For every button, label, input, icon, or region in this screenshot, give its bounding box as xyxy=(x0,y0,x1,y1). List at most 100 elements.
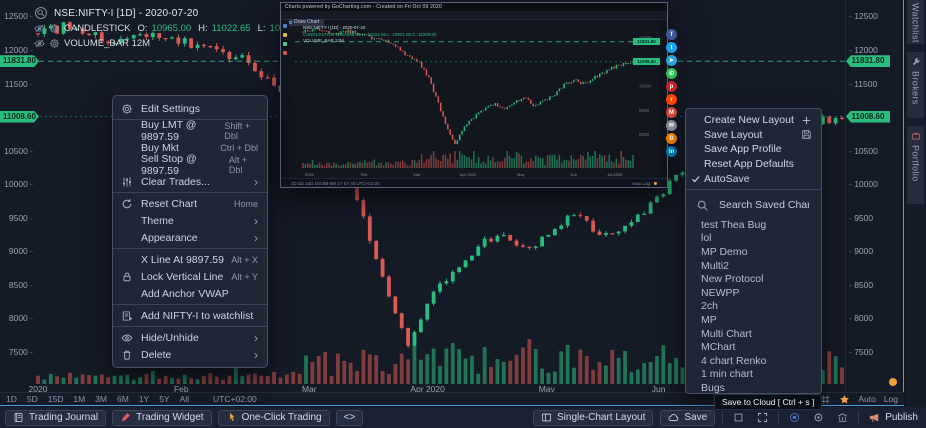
share-facebook-icon[interactable]: f xyxy=(666,29,677,40)
share-gmail-icon[interactable]: M xyxy=(666,107,677,118)
timeframe-1y[interactable]: 1Y xyxy=(138,394,150,404)
saved-chart-item[interactable]: 1 min chart xyxy=(701,368,753,381)
context-menu-item-appearance[interactable]: Appearance › xyxy=(113,229,267,246)
context-menu-item-edit-settings[interactable]: Edit Settings xyxy=(113,100,267,117)
side-tab-watchlist[interactable]: Watchlist xyxy=(907,0,924,44)
context-menu-item-buy-mkt[interactable]: Buy Mkt Ctrl + Dbl xyxy=(113,139,267,156)
trading-journal-button[interactable]: Trading Journal xyxy=(5,409,107,426)
blank-icon xyxy=(121,232,135,244)
publish-button[interactable]: Publish xyxy=(866,410,921,426)
context-menu-item-add-to-watchlist[interactable]: Add NIFTY-I to watchlist xyxy=(113,307,267,324)
open-label: O: xyxy=(137,23,148,34)
context-menu-item-x-line[interactable]: X Line At 9897.59 Alt + X xyxy=(113,251,267,268)
share-pinterest-icon[interactable]: p xyxy=(666,81,677,92)
context-menu-item-buy-lmt[interactable]: Buy LMT @ 9897.59 Shift + Dbl xyxy=(113,119,267,143)
tool-dot-icon xyxy=(283,24,287,28)
side-tab-label: Portfolio xyxy=(910,145,921,182)
svg-text:10000: 10000 xyxy=(639,84,652,89)
check-icon xyxy=(691,174,703,184)
saved-chart-item[interactable]: test Thea Bug xyxy=(701,218,767,231)
reset-icon xyxy=(121,198,135,210)
saved-chart-item[interactable]: MP Demo xyxy=(701,245,748,258)
context-menu-item-reset-chart[interactable]: Reset Chart Home xyxy=(113,195,267,212)
fullscreen-button[interactable] xyxy=(754,410,771,426)
share-linkedin-icon[interactable]: in xyxy=(666,146,677,157)
share-telegram-icon[interactable]: ➤ xyxy=(666,55,677,66)
saved-chart-item[interactable]: MP xyxy=(701,313,717,326)
frame-button[interactable] xyxy=(730,410,747,426)
saved-chart-item[interactable]: lol xyxy=(701,232,712,245)
saved-chart-item[interactable]: New Protocol xyxy=(701,273,764,286)
side-tab-portfolio[interactable]: Portfolio xyxy=(907,126,924,204)
saved-chart-item[interactable]: 4 chart Renko xyxy=(701,354,767,367)
side-tab-brokers[interactable]: Brokers xyxy=(907,52,924,118)
layout-menu-item-create-new-layout[interactable]: Create New Layout xyxy=(686,113,821,128)
saved-chart-item[interactable]: NEWPP xyxy=(701,286,740,299)
layout-menu-item-save-layout[interactable]: Save Layout xyxy=(686,128,821,143)
megaphone-icon xyxy=(869,412,880,423)
favorite-star-icon[interactable] xyxy=(839,394,850,405)
timeframe-5d[interactable]: 5D xyxy=(26,394,38,404)
scroll-to-recent-button[interactable] xyxy=(889,378,897,386)
scale-auto-button[interactable]: Auto xyxy=(858,394,876,404)
blank-icon xyxy=(691,159,703,169)
code-button[interactable]: <> xyxy=(335,409,364,426)
context-menu-item-add-anchor-vwap[interactable]: Add Anchor VWAP xyxy=(113,285,267,302)
button-label: One-Click Trading xyxy=(241,412,322,423)
layout-menu-item-save-app-profile[interactable]: Save App Profile xyxy=(686,142,821,157)
trading-widget-button[interactable]: Trading Widget xyxy=(112,409,212,426)
menu-divider xyxy=(113,119,267,120)
current-price-tag: 11008.60 xyxy=(0,111,39,123)
saved-charts-search-input[interactable] xyxy=(717,198,811,213)
volume-settings-gear-icon[interactable] xyxy=(49,38,60,49)
timeframe-15d[interactable]: 15D xyxy=(47,394,64,404)
snapshot-title: Charts powered by GoCharting.com - Creat… xyxy=(281,3,667,11)
share-email-icon[interactable]: ✉ xyxy=(666,120,677,131)
single-chart-layout-button[interactable]: Single-Chart Layout xyxy=(533,409,654,426)
timeframe-1d[interactable]: 1D xyxy=(6,394,17,404)
camera-button[interactable] xyxy=(786,410,803,426)
menu-item-label: Add Anchor VWAP xyxy=(141,287,229,300)
scale-log-button[interactable]: Log xyxy=(883,394,898,404)
snapshot-date-label: Feb xyxy=(360,172,368,177)
price-tick-label: 12500 xyxy=(849,11,893,21)
series-settings-gear-icon[interactable] xyxy=(49,23,60,34)
bank-button[interactable] xyxy=(834,410,851,426)
button-label: Save xyxy=(684,412,708,423)
menu-divider xyxy=(113,326,267,327)
layout-menu-item-reset-app-defaults[interactable]: Reset App Defaults xyxy=(686,157,821,172)
timeframe-all[interactable]: All xyxy=(179,394,190,404)
grid-settings-icon[interactable] xyxy=(820,394,831,405)
eye-off-icon[interactable] xyxy=(34,38,45,49)
frame-icon xyxy=(733,412,744,423)
save-button[interactable]: Save xyxy=(660,409,716,426)
saved-chart-item[interactable]: 2ch xyxy=(701,300,718,313)
timeframe-5y[interactable]: 5Y xyxy=(159,394,170,404)
saved-chart-item[interactable]: Multi2 xyxy=(701,259,730,272)
context-menu-item-lock-vertical-line[interactable]: Lock Vertical Line Alt + Y xyxy=(113,268,267,285)
context-menu-item-hide-unhide[interactable]: Hide/Unhide › xyxy=(113,329,267,346)
timezone-label[interactable]: UTC+02:00 xyxy=(213,394,257,404)
context-menu-item-theme[interactable]: Theme › xyxy=(113,212,267,229)
timeframe-3m[interactable]: 3M xyxy=(95,394,107,404)
date-axis-label: 2020 xyxy=(28,384,48,394)
saved-chart-item[interactable]: MChart xyxy=(701,341,736,354)
eye-off-icon[interactable] xyxy=(34,23,45,34)
share-blogger-icon[interactable]: B xyxy=(666,133,677,144)
saved-chart-item[interactable]: Bugs xyxy=(701,381,725,394)
context-menu-item-sell-stop[interactable]: Sell Stop @ 9897.59 Alt + Dbl xyxy=(113,153,267,177)
share-reddit-icon[interactable]: r xyxy=(666,94,677,105)
context-menu-item-delete[interactable]: Delete › xyxy=(113,346,267,363)
timeframe-6m[interactable]: 6M xyxy=(116,394,129,404)
one-click-trading-button[interactable]: One-Click Trading xyxy=(217,409,330,426)
snapshot-date-label: Jun xyxy=(570,172,577,177)
share-whatsapp-icon[interactable]: ✆ xyxy=(666,68,677,79)
zoom-circle-icon[interactable] xyxy=(34,6,48,20)
target-button[interactable] xyxy=(810,410,827,426)
context-menu-item-clear-trades[interactable]: Clear Trades... › xyxy=(113,173,267,190)
saved-chart-item[interactable]: Multi Chart xyxy=(701,327,752,340)
layout-menu-item-autosave[interactable]: AutoSave xyxy=(686,171,821,186)
timeframe-1m[interactable]: 1M xyxy=(73,394,86,404)
share-twitter-icon[interactable]: t xyxy=(666,42,677,53)
